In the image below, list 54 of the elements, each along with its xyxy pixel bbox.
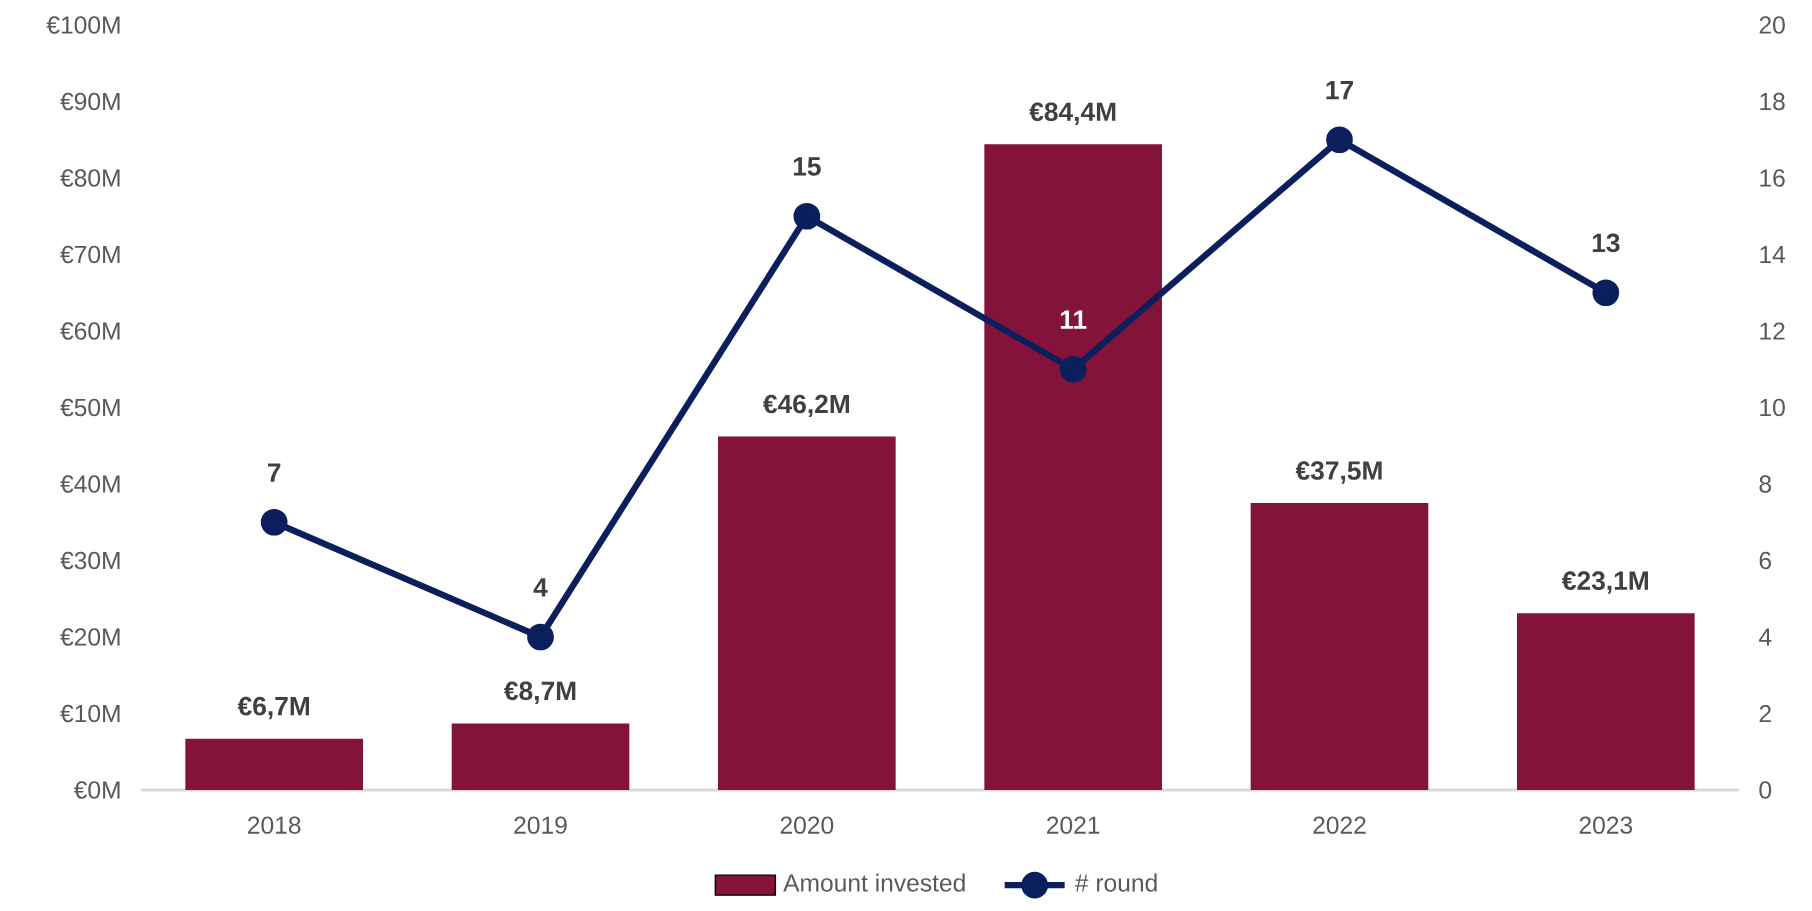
x-tick-label: 2022	[1313, 816, 1366, 834]
bar	[185, 738, 363, 791]
data-label: €37,5M	[1295, 461, 1382, 484]
y2-tick-label: 18	[1760, 92, 1785, 111]
y2-tick-label: 8	[1759, 475, 1772, 493]
y2-tick-label: 16	[1760, 169, 1785, 187]
bar	[718, 436, 896, 791]
point	[793, 203, 821, 230]
legend-label: Amount invested	[783, 873, 965, 892]
y2-tick-label: 10	[1760, 398, 1785, 417]
point	[1592, 279, 1620, 307]
data-label: €46,2M	[762, 394, 849, 418]
point	[1326, 126, 1353, 154]
bar	[1517, 613, 1695, 791]
data-label: €23,1M	[1561, 571, 1648, 594]
x-tick-label: 2019	[514, 816, 567, 834]
y2-tick-label: 20	[1759, 16, 1785, 34]
legend-label: # round	[1074, 873, 1157, 892]
y2-tick-label: 14	[1760, 246, 1786, 264]
data-label: €8,7M	[503, 681, 576, 705]
x-tick-label: 2018	[248, 816, 301, 834]
y-tick-label: €10M	[60, 704, 120, 723]
y-tick-label: €60M	[60, 322, 120, 340]
data-label: €6,7M	[237, 696, 310, 720]
x-tick-label: 2021	[1047, 816, 1100, 834]
y2-tick-label: 4	[1758, 628, 1772, 646]
data-label: 15	[793, 157, 821, 176]
data-label: 7	[268, 463, 281, 482]
y-tick-label: €40M	[60, 475, 120, 493]
y-tick-label: €70M	[60, 245, 120, 264]
x-tick-label: 2023	[1579, 816, 1633, 834]
y-tick-label: €80M	[60, 169, 120, 187]
x-tick-label: 2020	[780, 816, 834, 834]
data-label: 17	[1326, 81, 1353, 100]
bar	[451, 723, 630, 791]
y-tick-label: €30M	[60, 551, 120, 570]
y2-tick-label: 6	[1759, 551, 1771, 570]
point	[260, 509, 288, 536]
y-tick-label: €50M	[60, 398, 120, 417]
point	[527, 623, 554, 651]
data-label: 4	[533, 578, 548, 597]
bar	[984, 144, 1162, 791]
y-tick-label: €0M	[73, 781, 120, 799]
bar	[1250, 503, 1429, 791]
data-label: 11	[1060, 310, 1087, 329]
y-tick-label: €100M	[46, 16, 120, 34]
data-label: €84,4M	[1029, 102, 1116, 126]
point	[1059, 356, 1087, 383]
y-tick-label: €20M	[60, 628, 120, 646]
data-label: 13	[1592, 233, 1620, 253]
y2-tick-label: 0	[1759, 781, 1772, 799]
y-tick-label: €90M	[60, 92, 120, 111]
y2-tick-label: 12	[1760, 322, 1785, 340]
y2-tick-label: 2	[1759, 705, 1771, 723]
